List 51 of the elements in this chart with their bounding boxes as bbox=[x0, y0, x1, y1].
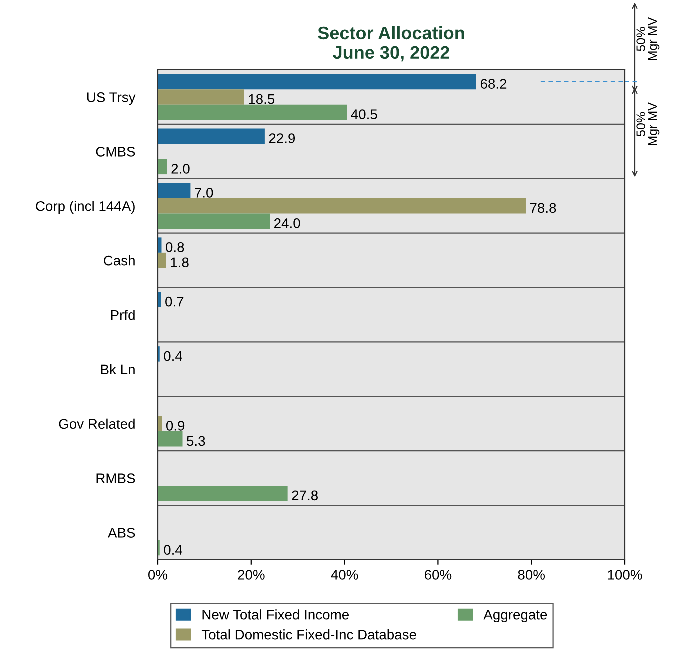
y-tick-label: CMBS bbox=[96, 147, 136, 157]
bar bbox=[158, 104, 348, 120]
bar bbox=[158, 128, 265, 144]
y-tick-label: Bk Ln bbox=[101, 364, 135, 374]
data-label: 2.0 bbox=[172, 164, 190, 174]
data-label: 27.8 bbox=[292, 490, 318, 501]
x-tick-label: 100% bbox=[608, 570, 642, 580]
y-tick-label: Cash bbox=[104, 256, 135, 266]
bar bbox=[158, 292, 162, 308]
bar bbox=[158, 238, 162, 253]
bar bbox=[158, 74, 476, 90]
y-tick-label: Gov Related bbox=[59, 418, 135, 430]
y-tick-label: ABS bbox=[108, 528, 136, 538]
x-tick-label: 80% bbox=[518, 570, 546, 580]
x-tick-label: 40% bbox=[331, 570, 358, 580]
legend-label: Total Domestic Fixed-Inc Database bbox=[202, 630, 416, 640]
legend-label: New Total Fixed Income bbox=[202, 610, 349, 620]
data-label: 40.5 bbox=[351, 110, 378, 120]
text: 50% Mgr MV bbox=[636, 17, 660, 60]
y-tick-label: Prfd bbox=[111, 310, 135, 320]
legend-label: Aggregate bbox=[484, 610, 548, 623]
x-tick-label: 20% bbox=[238, 570, 265, 580]
data-label: 68.2 bbox=[480, 79, 507, 89]
data-label: 24.0 bbox=[274, 218, 300, 228]
data-label: 78.8 bbox=[530, 203, 556, 214]
y-tick-label: US Trsy bbox=[87, 92, 136, 106]
data-label: 0.9 bbox=[166, 421, 185, 431]
y-tick-label: Corp (incl 144A) bbox=[36, 201, 135, 214]
bar bbox=[158, 252, 166, 268]
data-label: 22.9 bbox=[269, 134, 296, 144]
bar bbox=[158, 183, 191, 198]
bar bbox=[158, 432, 183, 447]
y-tick-label: RMBS bbox=[96, 474, 136, 484]
data-label: 0.7 bbox=[166, 296, 184, 307]
data-label: 0.8 bbox=[166, 242, 184, 252]
bar bbox=[158, 198, 526, 214]
bar bbox=[158, 214, 270, 229]
data-label: 0.4 bbox=[164, 351, 183, 362]
data-label: 5.3 bbox=[187, 436, 206, 446]
data-label: 1.8 bbox=[171, 258, 189, 268]
bar bbox=[158, 416, 162, 432]
bar bbox=[158, 90, 244, 105]
text: 50% Mgr MV bbox=[636, 102, 660, 146]
chart-title: Sector Allocation June 30, 2022 bbox=[318, 26, 464, 62]
x-tick-label: 60% bbox=[425, 570, 452, 580]
bar bbox=[158, 486, 288, 502]
data-label: 18.5 bbox=[249, 94, 275, 104]
data-label: 7.0 bbox=[195, 188, 214, 198]
data-label: 0.4 bbox=[164, 545, 183, 556]
x-tick-label: 0% bbox=[148, 570, 168, 580]
bar bbox=[158, 159, 168, 175]
